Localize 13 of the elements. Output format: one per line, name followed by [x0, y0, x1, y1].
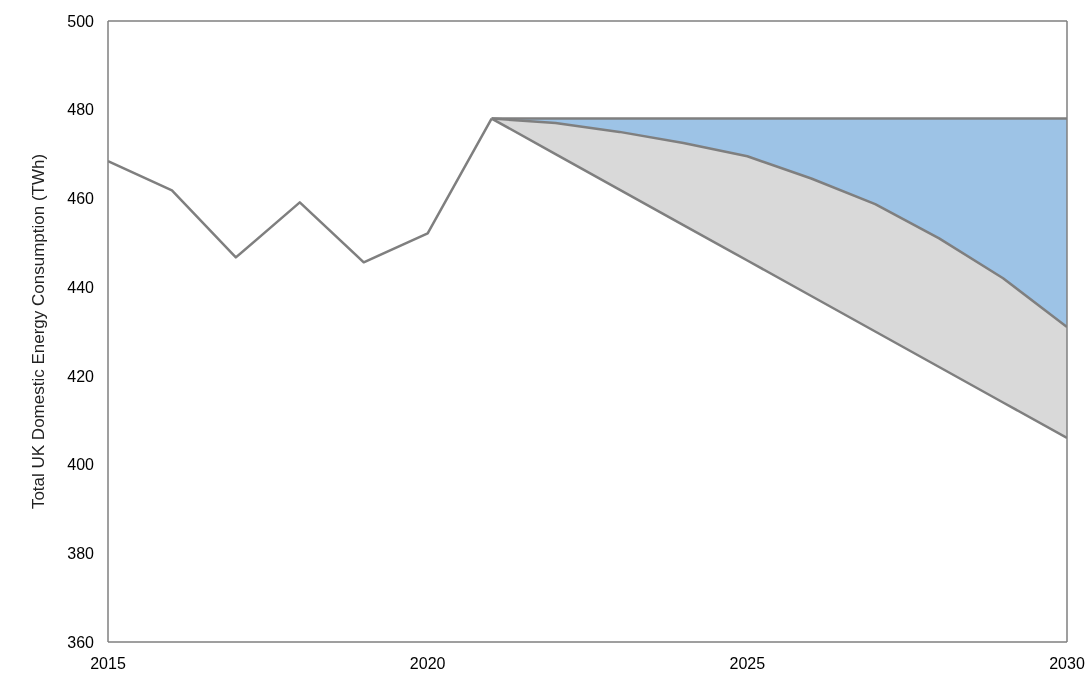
y-axis-title: Total UK Domestic Energy Consumption (TWh) — [29, 153, 49, 510]
y-tick-label: 460 — [67, 190, 95, 208]
y-tick-label: 440 — [67, 278, 95, 296]
x-tick-label: 2025 — [729, 655, 766, 673]
y-tick-label: 380 — [67, 544, 95, 562]
x-tick-label: 2030 — [1049, 655, 1085, 673]
y-tick-label: 360 — [67, 633, 95, 651]
y-tick-label: 500 — [67, 12, 95, 30]
y-tick-label: 400 — [67, 456, 95, 474]
x-tick-label: 2020 — [409, 655, 446, 673]
y-tick-label: 480 — [67, 101, 95, 119]
x-tick-label: 2015 — [90, 655, 126, 673]
y-tick-label: 420 — [67, 367, 95, 385]
